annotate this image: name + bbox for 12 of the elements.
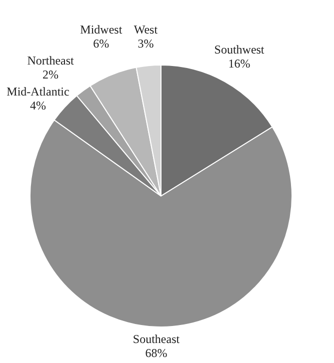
slice-label: Mid-Atlantic (6, 84, 70, 99)
data-label: 68% (145, 346, 168, 360)
data-label: 6% (93, 36, 110, 51)
slice-label: West (134, 22, 158, 37)
data-label: 3% (138, 36, 154, 51)
data-label: 4% (30, 98, 46, 113)
data-label: 2% (42, 68, 59, 82)
slice-label: Northeast (27, 54, 75, 68)
slice-label: Southeast (132, 332, 180, 346)
slice-label: Midwest (80, 22, 123, 37)
data-label: 16% (228, 56, 250, 70)
slice-label: Southwest (214, 42, 265, 56)
